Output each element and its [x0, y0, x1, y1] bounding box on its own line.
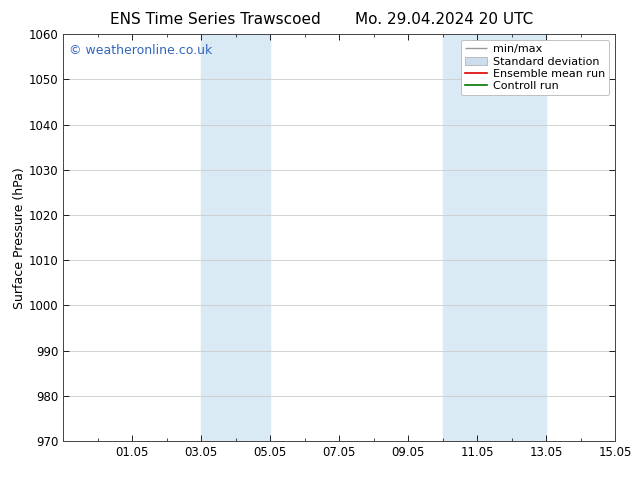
Bar	[443, 34, 546, 441]
Legend: min/max, Standard deviation, Ensemble mean run, Controll run: min/max, Standard deviation, Ensemble me…	[460, 40, 609, 96]
Text: Mo. 29.04.2024 20 UTC: Mo. 29.04.2024 20 UTC	[354, 12, 533, 27]
Text: ENS Time Series Trawscoed: ENS Time Series Trawscoed	[110, 12, 321, 27]
Text: © weatheronline.co.uk: © weatheronline.co.uk	[69, 45, 212, 57]
Bar	[202, 34, 270, 441]
Y-axis label: Surface Pressure (hPa): Surface Pressure (hPa)	[13, 167, 26, 309]
